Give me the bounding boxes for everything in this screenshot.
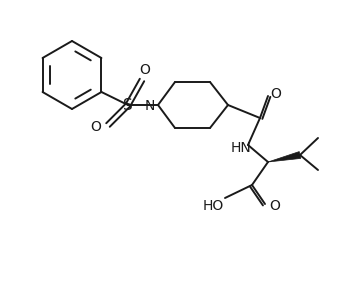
Text: N: N — [145, 99, 155, 113]
Text: S: S — [123, 98, 133, 112]
Text: O: O — [90, 120, 101, 134]
Text: HO: HO — [202, 199, 224, 213]
Text: O: O — [139, 63, 150, 77]
Text: O: O — [270, 199, 281, 213]
Text: O: O — [271, 87, 282, 101]
Polygon shape — [268, 152, 301, 162]
Text: HN: HN — [231, 141, 251, 155]
